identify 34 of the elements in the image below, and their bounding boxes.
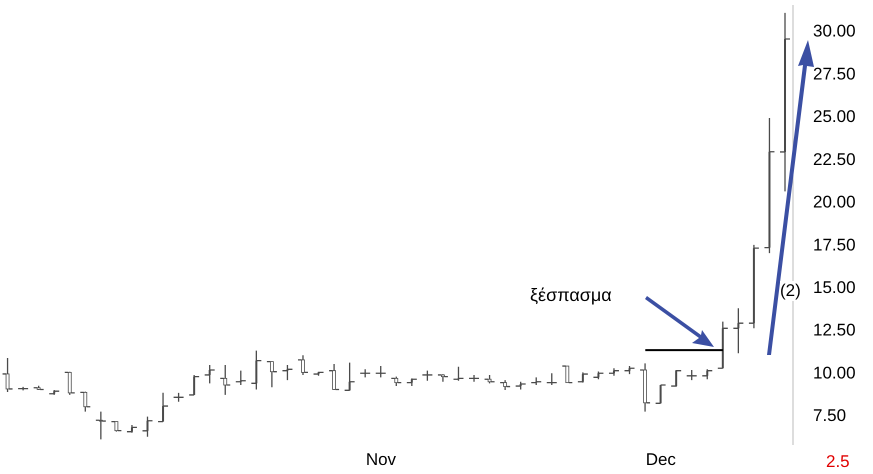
y-tick-label: 10.00 [813,363,856,382]
candlestick [624,365,636,375]
x-tick-label: Nov [366,450,397,470]
candlestick [546,372,558,386]
annotation: ξέσπασμα [530,285,612,306]
y-tick-label: 27.50 [813,64,856,84]
candlestick [110,420,122,432]
candlestick [592,370,604,380]
candlestick [562,365,573,384]
candlestick [235,370,246,386]
y-tick-label: 17.50 [813,235,856,254]
candlestick [375,365,386,378]
candlestick [360,368,371,378]
candlestick [468,374,480,382]
y-tick-label: 15.00 [813,278,856,297]
candlestick [95,411,106,440]
y-tick-label: 30.00 [813,22,856,41]
candlestick [499,379,511,391]
candlestick [172,392,184,402]
candlestick [484,374,496,384]
candlestick [686,369,698,381]
candlestick [530,376,542,386]
y-tick-label: 25.00 [813,107,856,126]
text: 2.5 [826,452,850,472]
y-tick-label: 7.50 [813,406,846,426]
candlestick [422,370,434,382]
candlestick [515,381,526,390]
y-tick-label: 22.50 [813,150,856,169]
candlestick [282,364,294,381]
y-tick-label: 20.00 [813,192,856,212]
annotation: (2) [780,281,801,301]
candlestick [608,368,620,376]
y-tick-label: 12.50 [813,320,856,340]
x-tick-label: Dec [646,450,676,470]
